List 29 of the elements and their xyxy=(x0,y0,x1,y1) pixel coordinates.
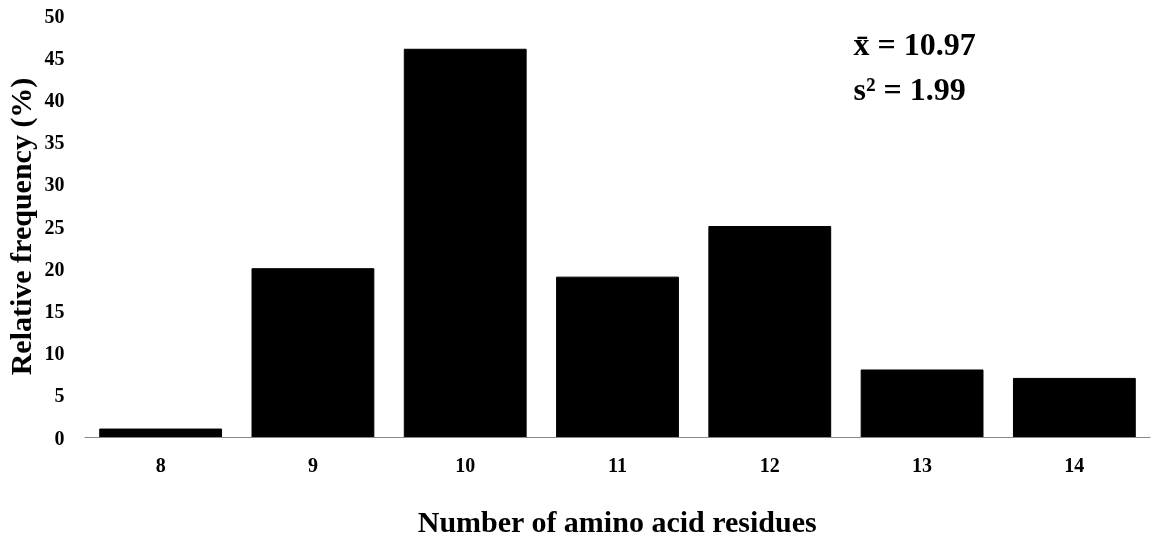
x-tick-label: 10 xyxy=(455,453,476,476)
y-tick-label: 15 xyxy=(44,299,65,322)
x-tick-label: 13 xyxy=(912,453,933,476)
y-tick-label: 0 xyxy=(54,426,65,449)
x-tick-label: 9 xyxy=(307,453,318,476)
y-axis-title: Relative frequency (%) xyxy=(3,77,38,376)
x-tick-label: 8 xyxy=(155,453,166,476)
y-tick-label: 50 xyxy=(44,4,65,27)
y-tick-label: 25 xyxy=(44,215,65,238)
y-tick-label: 10 xyxy=(44,342,65,365)
bar xyxy=(251,268,375,438)
x-tick-label: 14 xyxy=(1064,453,1085,476)
bar xyxy=(708,226,832,438)
y-tick-label: 45 xyxy=(44,46,65,69)
x-tick-label: 11 xyxy=(608,453,627,476)
x-axis-title: Number of amino acid residues xyxy=(417,504,817,538)
y-tick-label: 35 xyxy=(44,131,65,154)
bar xyxy=(1012,377,1136,438)
x-tick-label: 12 xyxy=(759,453,780,476)
bar xyxy=(99,428,223,438)
y-tick-label: 40 xyxy=(44,88,65,111)
annotation: x̄ = 10.97 xyxy=(853,25,976,62)
y-tick-label: 5 xyxy=(54,384,65,407)
y-tick-label: 30 xyxy=(44,173,65,196)
bar xyxy=(403,48,527,438)
bar xyxy=(860,369,984,438)
bar xyxy=(556,276,679,438)
annotation: s² = 1.99 xyxy=(853,70,966,107)
y-tick-label: 20 xyxy=(44,257,65,280)
